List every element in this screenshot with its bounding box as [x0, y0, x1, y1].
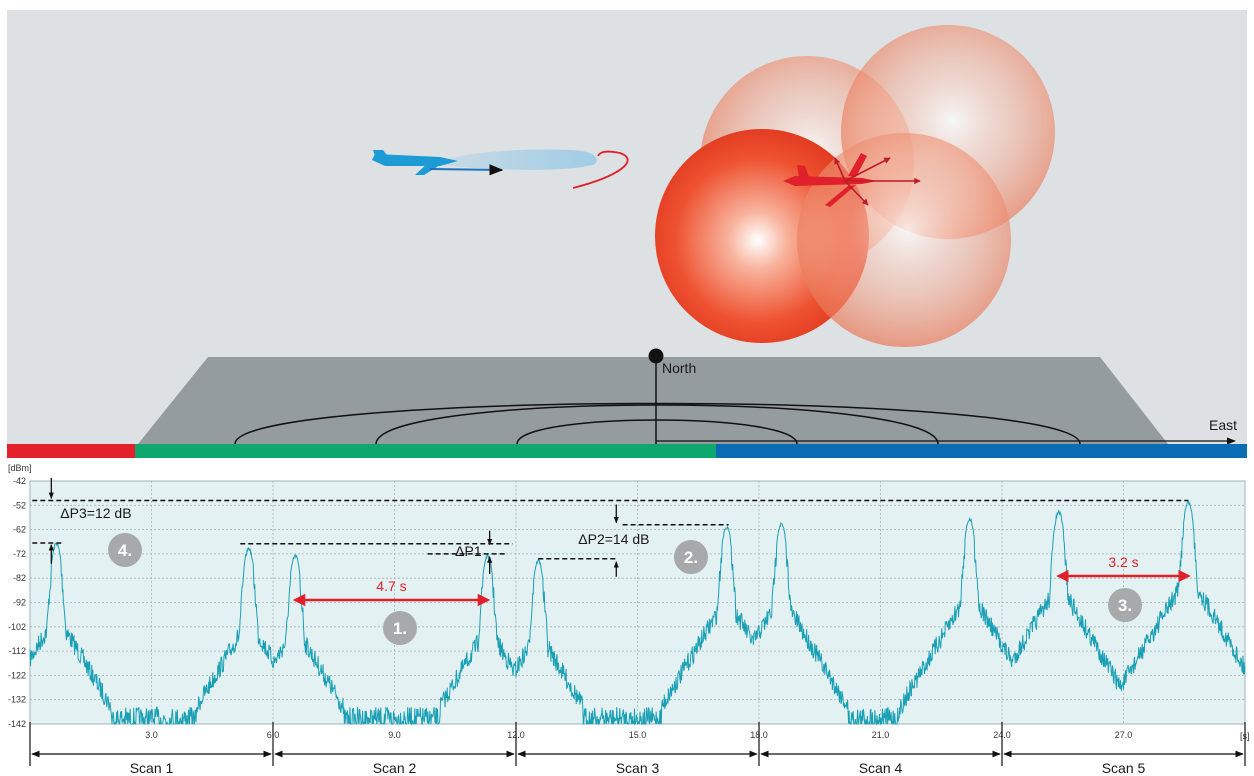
x-tick-label: 9.0	[388, 730, 401, 740]
y-tick-label: -42	[13, 476, 26, 486]
y-tick-label: -112	[9, 646, 26, 656]
y-tick-label: -92	[13, 598, 26, 608]
y-tick-labels: -42 -52 -62 -72 -82 -92 -102 -112 -122 -132 -142	[8, 476, 26, 729]
badge-1-label: 1.	[393, 619, 407, 638]
scan-label: Scan 1	[130, 760, 174, 776]
scan-label: Scan 2	[373, 760, 417, 776]
band-blue	[716, 444, 1247, 458]
badge-4	[108, 533, 142, 567]
range-ring-inner	[516, 419, 798, 445]
x-tick-label: 27.0	[1115, 730, 1133, 740]
y-axis-label: [dBm]	[8, 463, 32, 473]
y-tick-label: -52	[13, 500, 26, 510]
scan-label: Scan 4	[859, 760, 903, 776]
x-tick-label: 3.0	[145, 730, 158, 740]
signal-trace	[29, 500, 1246, 726]
east-label: East	[1209, 417, 1237, 433]
badge-3-label: 3.	[1118, 596, 1132, 615]
coverage-sphere-front-right	[797, 133, 1011, 347]
range-rings	[234, 402, 1081, 445]
interval-label-1: 4.7 s	[376, 578, 406, 594]
y-tick-label: -102	[8, 622, 26, 632]
dp3-label: ΔP3=12 dB	[60, 505, 131, 521]
dp2-label: ΔP2=14 dB	[578, 531, 649, 547]
range-ring-middle	[375, 404, 939, 445]
x-tick-label: 21.0	[872, 730, 890, 740]
badge-2-label: 2.	[684, 548, 698, 567]
flight-path	[572, 150, 629, 189]
y-tick-label: -142	[8, 719, 26, 729]
interval-label-2: 3.2 s	[1108, 554, 1138, 570]
badge-3	[1108, 588, 1142, 622]
badge-2	[674, 540, 708, 574]
dp1-label: ΔP1	[455, 543, 482, 559]
radar-station-icon	[648, 348, 664, 364]
x-tick-label: 15.0	[629, 730, 647, 740]
range-ring-outer	[234, 402, 1081, 445]
x-tick-labels: 3.0 6.0 9.0 12.0 15.0 18.0 21.0 24.0 27.0	[145, 730, 1132, 740]
band-green	[135, 444, 716, 458]
band-red	[7, 444, 135, 458]
y-tick-label: -132	[8, 695, 26, 705]
north-label: North	[662, 360, 696, 376]
ground-plane	[138, 357, 1168, 444]
motion-trail	[440, 149, 597, 170]
y-tick-label: -82	[13, 573, 26, 583]
y-tick-label: -122	[8, 670, 26, 680]
scan-intervals: Scan 1 Scan 2 Scan 3 Scan 4 Scan 5	[29, 722, 1246, 776]
blue-aircraft-icon	[372, 149, 629, 189]
badge-1	[383, 611, 417, 645]
scan-label: Scan 5	[1102, 760, 1146, 776]
target-aircraft-icon	[783, 153, 921, 207]
y-tick-label: -72	[13, 549, 26, 559]
badge-4-label: 4.	[118, 541, 132, 560]
y-tick-label: -62	[13, 525, 26, 535]
annotations: ΔP3=12 dB ΔP1 ΔP2=14 dB 4.7 s 3.2 s 1. 2. 3. 4.	[32, 477, 1191, 645]
scan-label: Scan 3	[616, 760, 660, 776]
